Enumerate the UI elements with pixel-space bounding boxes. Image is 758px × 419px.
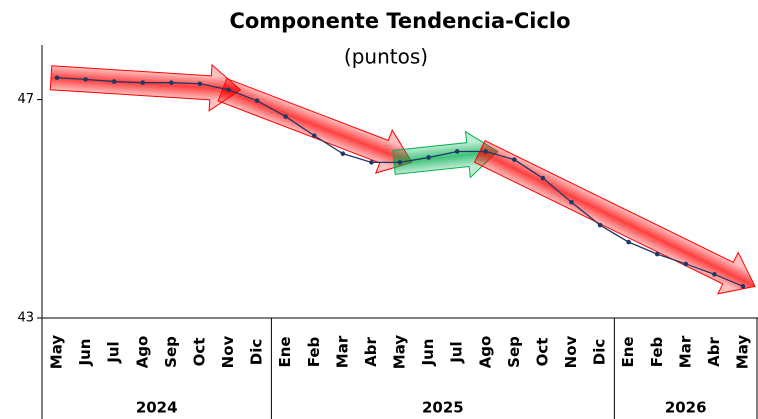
data-point [483,149,489,154]
year-label: 2026 [665,399,707,417]
data-point [140,80,146,85]
data-point [683,261,689,267]
x-tick-label: Oct [190,338,208,367]
x-tick-label: Nov [219,335,237,368]
data-point [397,160,403,165]
year-label: 2025 [422,399,464,417]
data-point [169,80,174,85]
chart-subtitle: (puntos) [344,45,428,69]
data-point [226,87,231,93]
trend-arrow [49,63,242,112]
year-label: 2024 [136,399,178,417]
y-tick-label: 43 [17,311,34,326]
data-point [197,81,203,87]
data-point [340,151,346,156]
x-tick-label: Jun [76,339,94,367]
x-tick-label: Jul [105,341,123,363]
data-point [740,284,746,289]
x-tick-label: Ago [133,336,151,369]
x-tick-label: May [734,335,752,370]
data-point [454,149,460,154]
x-tick-label: Dic [248,339,266,365]
series-line [56,77,744,287]
data-point [654,251,660,257]
data-point [283,114,288,119]
data-point [569,199,574,205]
x-tick-label: Sep [505,336,523,368]
trend-arrow [217,77,413,174]
x-tick-label: Ene [276,336,294,367]
x-tick-label: Jun [419,339,437,367]
x-tick-label: Feb [648,336,666,367]
x-tick-label: Abr [362,337,380,367]
x-tick-label: May [391,335,409,370]
x-tick-label: Nov [562,335,580,368]
data-point [111,79,117,84]
chart-title: Componente Tendencia-Ciclo [229,9,570,33]
x-tick-label: May [48,335,66,370]
x-tick-label: Jul [448,341,466,363]
data-point [54,75,60,81]
data-point [311,133,317,138]
x-tick-label: Dic [591,339,609,365]
x-tick-label: Abr [705,337,723,367]
x-tick-label: Sep [162,336,180,368]
x-tick-label: Mar [333,335,351,368]
data-point [83,77,88,82]
trend-arrow [473,140,756,295]
y-tick-label: 47 [17,92,34,107]
data-point [540,175,546,181]
x-tick-label: Mar [676,335,694,368]
data-point [626,239,631,245]
data-point [597,222,603,228]
data-point [369,160,374,165]
data-point [512,157,517,162]
data-point [254,98,260,103]
x-tick-label: Feb [305,336,323,367]
x-tick-label: Ago [476,336,494,369]
x-tick-label: Ene [619,336,637,367]
data-point [426,155,431,160]
data-point [712,272,717,277]
x-tick-label: Oct [533,338,551,367]
